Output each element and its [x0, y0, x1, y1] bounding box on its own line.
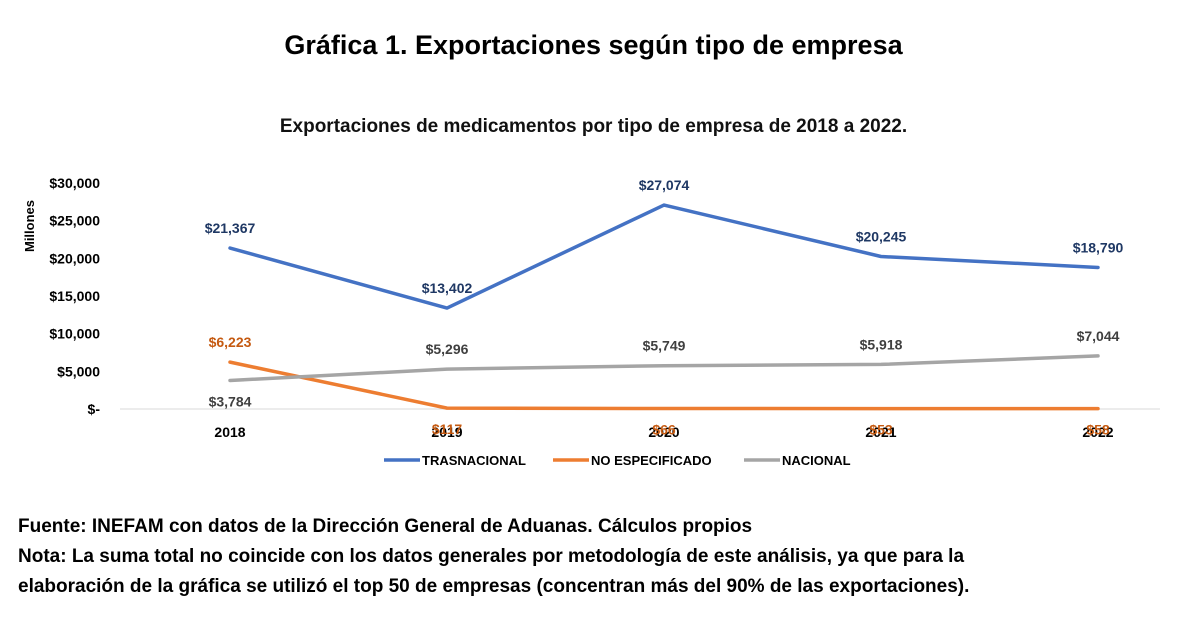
data-label: $6,223 [209, 334, 252, 350]
y-axis-title: Millones [22, 200, 37, 252]
data-label: $53 [869, 422, 893, 438]
x-tick-label: 2021 [865, 424, 896, 440]
legend: TRASNACIONAL NO ESPECIFICADO NACIONAL [384, 453, 851, 468]
chart-title: Exportaciones de medicamentos por tipo d… [279, 116, 908, 137]
y-tick-label: $30,000 [49, 175, 100, 191]
label-layer: $21,367 $13,402 $27,074 $20,245 $18,790 $6,22… [205, 177, 1124, 438]
data-label: $21,367 [205, 220, 256, 236]
legend-label: NACIONAL [782, 453, 851, 468]
page-title: Gráfica 1. Exportaciones según tipo de e… [284, 30, 903, 60]
axis-layer: Millones $30,000 $25,000 $20,000 $15,000 $10,… [22, 175, 1160, 440]
series-layer [228, 203, 1100, 411]
data-label: $20,245 [856, 228, 907, 244]
line-chart: Millones $30,000 $25,000 $20,000 $15,000 $10,… [22, 175, 1160, 468]
data-label: $7,044 [1077, 328, 1120, 344]
data-label: $13,402 [422, 280, 473, 296]
series-line-trasnacional [228, 203, 1100, 310]
series-line-no-especificado [228, 360, 1100, 411]
legend-label: TRASNACIONAL [422, 453, 526, 468]
y-tick-label: $15,000 [49, 288, 100, 304]
x-tick-label: 2018 [214, 424, 245, 440]
data-label: $66 [652, 422, 676, 438]
data-label: $18,790 [1073, 239, 1124, 255]
data-label: $5,296 [426, 341, 469, 357]
x-tick-label: 2022 [1082, 424, 1113, 440]
data-label: $27,074 [639, 177, 690, 193]
data-label: $5,749 [643, 338, 686, 354]
footer-notes: Fuente: INEFAM con datos de la Dirección… [18, 512, 1178, 602]
note-line-2: elaboración de la gráfica se utilizó el … [18, 576, 970, 597]
data-label: $5,918 [860, 336, 903, 352]
note-line-1: Nota: La suma total no coincide con los … [18, 546, 965, 567]
y-tick-label: $25,000 [49, 213, 100, 229]
legend-label: NO ESPECIFICADO [591, 453, 712, 468]
source-note: Fuente: INEFAM con datos de la Dirección… [18, 516, 753, 537]
y-tick-label: $5,000 [57, 363, 100, 379]
data-label: $3,784 [209, 393, 252, 409]
x-tick-label: 2019 [431, 424, 462, 440]
y-tick-label: $20,000 [49, 250, 100, 266]
y-tick-label: $10,000 [49, 326, 100, 342]
x-tick-label: 2020 [648, 424, 679, 440]
data-label: $58 [1086, 422, 1110, 438]
y-tick-label: $- [88, 401, 101, 417]
series-line-nacional [228, 354, 1100, 383]
data-label: $117 [432, 421, 463, 437]
